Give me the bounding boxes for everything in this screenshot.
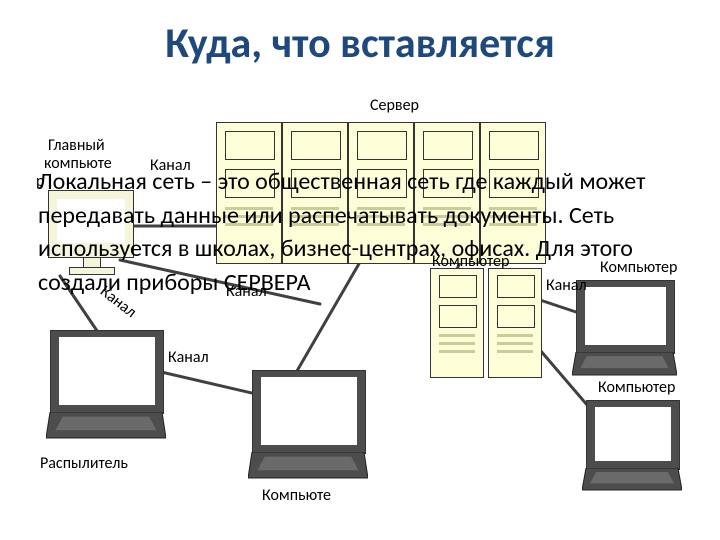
lbl-main1: Главный	[48, 136, 105, 155]
lbl-komp-bot: Компьюте	[262, 486, 331, 505]
lbl-komp-mid: Компьютер	[432, 252, 509, 271]
laptop-right-bot	[582, 400, 682, 492]
page-title: Куда, что вставляется	[0, 18, 720, 69]
lbl-main3: р	[36, 172, 44, 191]
lbl-kanal-mid: Канал	[226, 282, 267, 301]
laptop-bottom	[248, 370, 368, 481]
lbl-main2: компьюте	[44, 154, 112, 173]
lbl-kanal-bot: Канал	[168, 348, 209, 367]
lbl-server: Сервер	[370, 96, 419, 115]
laptop-distributor	[46, 330, 166, 441]
lbl-kanal-top: Канал	[150, 156, 191, 175]
lbl-komp-r1: Компьютер	[600, 258, 677, 277]
lbl-komp-r2: Компьютер	[598, 378, 675, 397]
lbl-distrib: Распылитель	[40, 454, 128, 473]
lbl-kanal-r: Канал	[546, 276, 587, 295]
